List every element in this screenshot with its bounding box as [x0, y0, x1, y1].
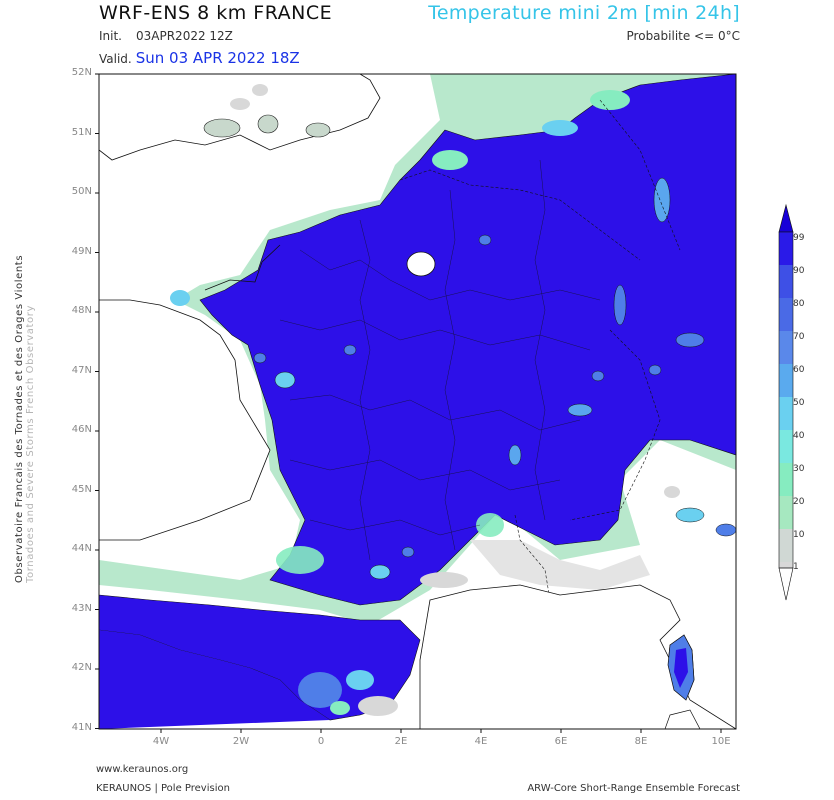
lat-label-45n: 45N	[71, 484, 92, 495]
lon-label-4e: 4E	[474, 736, 488, 747]
init-value: 03APR2022 12Z	[136, 29, 233, 43]
footer-website: www.keraunos.org	[96, 764, 189, 775]
lon-label-4w: 4W	[152, 736, 170, 747]
colorbar-label-99: 99	[793, 233, 805, 243]
colorbar-label-60: 60	[793, 365, 805, 375]
probability-label: Probabilite <= 0°C	[626, 29, 740, 43]
footer-system: ARW-Core Short-Range Ensemble Forecast	[527, 783, 740, 794]
colorbar-label-1: 1	[793, 562, 799, 572]
lat-label-47n: 47N	[71, 365, 92, 376]
lat-label-49n: 49N	[71, 246, 92, 257]
lat-label-44n: 44N	[71, 543, 92, 554]
probability-high-area	[199, 74, 736, 606]
colorbar-label-70: 70	[793, 332, 805, 342]
axis-ticks	[95, 73, 722, 733]
lat-label-48n: 48N	[71, 305, 92, 316]
colorbar-label-40: 40	[793, 431, 805, 441]
colorbar-label-80: 80	[793, 299, 805, 309]
colorbar-label-30: 30	[793, 464, 805, 474]
product-title: Temperature mini 2m [min 24h]	[428, 2, 740, 24]
lon-label-2w: 2W	[232, 736, 250, 747]
init-time: Init. 03APR2022 12Z	[99, 29, 233, 43]
lon-label-2e: 2E	[394, 736, 408, 747]
valid-value: Sun 03 APR 2022 18Z	[135, 49, 300, 67]
colorbar-label-20: 20	[793, 497, 805, 507]
colorbar-label-10: 10	[793, 530, 805, 540]
lon-label-6e: 6E	[554, 736, 568, 747]
lon-label-8e: 8E	[634, 736, 648, 747]
valid-label: Valid.	[99, 52, 132, 66]
model-title: WRF-ENS 8 km FRANCE	[99, 2, 333, 24]
colorbar-label-90: 90	[793, 266, 805, 276]
lat-label-52n: 52N	[71, 67, 92, 78]
lat-label-46n: 46N	[71, 424, 92, 435]
map-field	[99, 74, 736, 729]
init-label: Init.	[99, 29, 122, 43]
england-coast	[99, 74, 381, 161]
lat-label-42n: 42N	[71, 662, 92, 673]
footer-org: KERAUNOS | Pole Prevision	[96, 783, 230, 794]
paris-area	[406, 251, 436, 277]
valid-time: Valid. Sun 03 APR 2022 18Z	[99, 49, 300, 67]
lat-label-41n: 41N	[71, 722, 92, 733]
lon-label-0: 0	[317, 736, 325, 747]
lon-label-10e: 10E	[711, 736, 731, 747]
colorbar	[778, 203, 794, 601]
lat-label-43n: 43N	[71, 603, 92, 614]
colorbar-label-50: 50	[793, 398, 805, 408]
lat-label-51n: 51N	[71, 127, 92, 138]
lat-label-50n: 50N	[71, 186, 92, 197]
